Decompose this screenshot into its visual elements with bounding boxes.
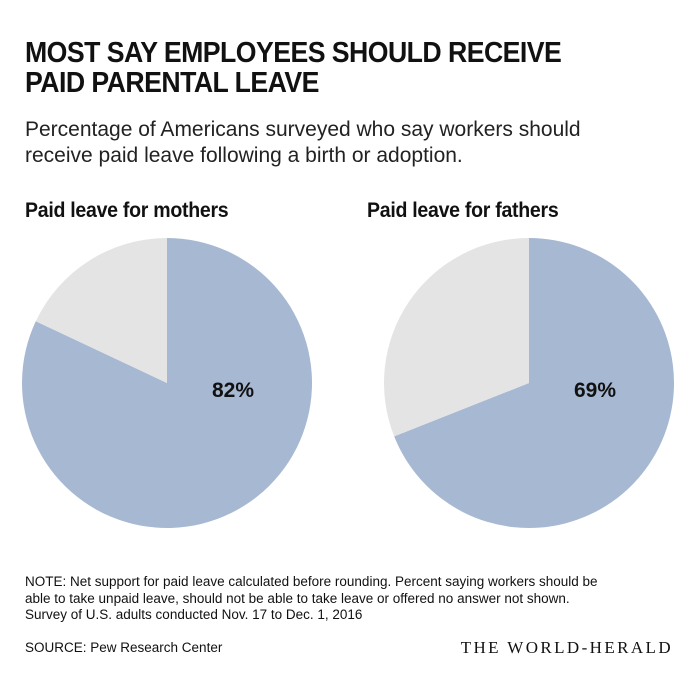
mothers-slice-support	[21, 238, 312, 528]
publisher-logo: THE WORLD-HERALD	[460, 638, 673, 657]
chart-subtitle: Percentage of Americans surveyed who say…	[25, 117, 665, 169]
fathers-slice-support	[394, 238, 674, 528]
note-line-2: able to take unpaid leave, should not be…	[25, 590, 570, 606]
footnote: NOTE: Net support for paid leave calcula…	[25, 574, 675, 624]
subtitle-line-1: Percentage of Americans surveyed who say…	[25, 118, 581, 141]
fathers-percent-label: 69%	[574, 379, 616, 402]
chart-title: MOST SAY EMPLOYEES SHOULD RECEIVE PAID P…	[25, 38, 623, 98]
title-line-1: MOST SAY EMPLOYEES SHOULD RECEIVE	[25, 37, 562, 69]
mothers-pie-chart: 82%	[21, 238, 312, 528]
fathers-pie-title: Paid leave for fathers	[367, 199, 559, 222]
fathers-pie-chart: 69%	[383, 238, 674, 528]
fathers-slice-remainder	[383, 238, 529, 437]
mothers-pie-title: Paid leave for mothers	[25, 199, 229, 222]
note-line-1: NOTE: Net support for paid leave calcula…	[25, 574, 598, 589]
mothers-percent-label: 82%	[212, 379, 254, 402]
mothers-pie-svg: 82%	[21, 238, 312, 528]
fathers-pie-svg: 69%	[383, 238, 674, 528]
source-credit: SOURCE: Pew Research Center	[25, 640, 223, 655]
note-line-3: Survey of U.S. adults conducted Nov. 17 …	[25, 607, 363, 622]
title-line-2: PAID PARENTAL LEAVE	[25, 67, 319, 99]
subtitle-line-2: receive paid leave following a birth or …	[25, 144, 463, 167]
mothers-slice-remainder	[35, 238, 167, 383]
